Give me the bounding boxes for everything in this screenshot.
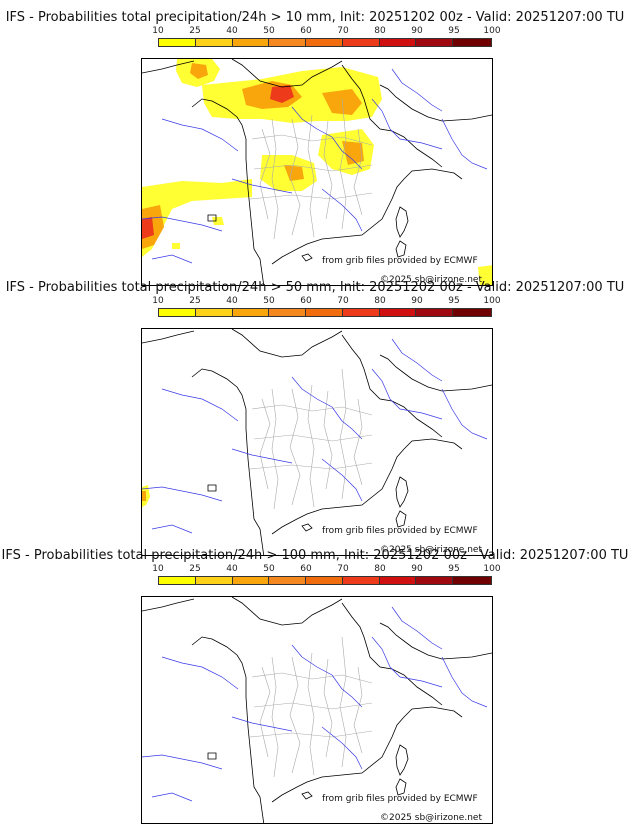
tick-label: 40 [226, 296, 238, 306]
source-credit: from grib files provided by ECMWF [322, 794, 478, 804]
scale-swatch [306, 39, 343, 46]
color-scale: 10 25 40 50 60 70 80 90 95 100 [152, 26, 501, 53]
panel-title: IFS - Probabilities total precipitation/… [5, 10, 625, 25]
tick-label: 25 [189, 296, 201, 306]
tick-label: 80 [374, 564, 386, 574]
scale-swatch [416, 309, 454, 316]
color-scale: 10 25 40 50 60 70 80 90 95 100 [152, 564, 501, 591]
precipitation-map: from grib files provided by ECMWF ©2025 … [141, 328, 493, 556]
tick-label: 70 [337, 26, 349, 36]
scale-swatch [306, 577, 343, 584]
tick-label: 60 [300, 564, 312, 574]
panel-100mm: IFS - Probabilities total precipitation/… [0, 548, 630, 824]
tick-label: 70 [337, 564, 349, 574]
panel-title: IFS - Probabilities total precipitation/… [5, 280, 625, 295]
color-scale: 10 25 40 50 60 70 80 90 95 100 [152, 296, 501, 323]
scale-swatch [269, 309, 307, 316]
tick-label: 100 [483, 564, 501, 574]
scale-swatch [232, 39, 270, 46]
precipitation-map: from grib files provided by ECMWF ©2025 … [141, 58, 493, 286]
tick-label: 70 [337, 296, 349, 306]
scale-swatch [159, 577, 196, 584]
copyright-credit: ©2025 sb@irizone.net [380, 813, 482, 823]
scale-swatch [342, 577, 380, 584]
tick-label: 95 [448, 296, 460, 306]
tick-label: 40 [226, 564, 238, 574]
tick-label: 50 [263, 564, 275, 574]
tick-label: 100 [483, 296, 501, 306]
scale-swatch [195, 309, 233, 316]
map-graphic [142, 329, 492, 555]
scale-swatch [453, 39, 492, 46]
scale-swatch [342, 309, 380, 316]
scale-swatch [306, 309, 343, 316]
precipitation-map: from grib files provided by ECMWF ©2025 … [141, 596, 493, 824]
tick-label: 60 [300, 26, 312, 36]
scale-swatch [159, 39, 196, 46]
scale-swatch [453, 577, 492, 584]
scale-swatch [379, 309, 417, 316]
scale-swatch [379, 39, 417, 46]
map-graphic [142, 59, 492, 285]
scale-swatch [269, 39, 307, 46]
tick-label: 100 [483, 26, 501, 36]
scale-swatch [453, 309, 492, 316]
map-graphic [142, 597, 492, 823]
scale-swatch [379, 577, 417, 584]
copyright-credit: ©2025 sb@irizone.net [380, 545, 482, 555]
tick-label: 80 [374, 26, 386, 36]
scale-swatch [416, 39, 454, 46]
tick-label: 10 [152, 296, 164, 306]
tick-label: 95 [448, 26, 460, 36]
scale-swatch [342, 39, 380, 46]
tick-label: 95 [448, 564, 460, 574]
scale-swatch [232, 577, 270, 584]
tick-label: 40 [226, 26, 238, 36]
scale-swatch [416, 577, 454, 584]
tick-label: 90 [411, 26, 423, 36]
tick-label: 10 [152, 26, 164, 36]
tick-label: 90 [411, 564, 423, 574]
source-credit: from grib files provided by ECMWF [322, 256, 478, 266]
panel-50mm: IFS - Probabilities total precipitation/… [0, 280, 630, 556]
scale-swatch [159, 309, 196, 316]
panel-title: IFS - Probabilities total precipitation/… [1, 548, 629, 563]
panel-10mm: IFS - Probabilities total precipitation/… [0, 10, 630, 286]
scale-swatch [269, 577, 307, 584]
tick-label: 50 [263, 296, 275, 306]
tick-label: 50 [263, 26, 275, 36]
source-credit: from grib files provided by ECMWF [322, 526, 478, 536]
tick-label: 90 [411, 296, 423, 306]
tick-label: 10 [152, 564, 164, 574]
tick-label: 25 [189, 564, 201, 574]
scale-swatch [232, 309, 270, 316]
tick-label: 25 [189, 26, 201, 36]
copyright-credit: ©2025 sb@irizone.net [380, 275, 482, 285]
scale-swatch [195, 39, 233, 46]
scale-swatch [195, 577, 233, 584]
tick-label: 60 [300, 296, 312, 306]
tick-label: 80 [374, 296, 386, 306]
